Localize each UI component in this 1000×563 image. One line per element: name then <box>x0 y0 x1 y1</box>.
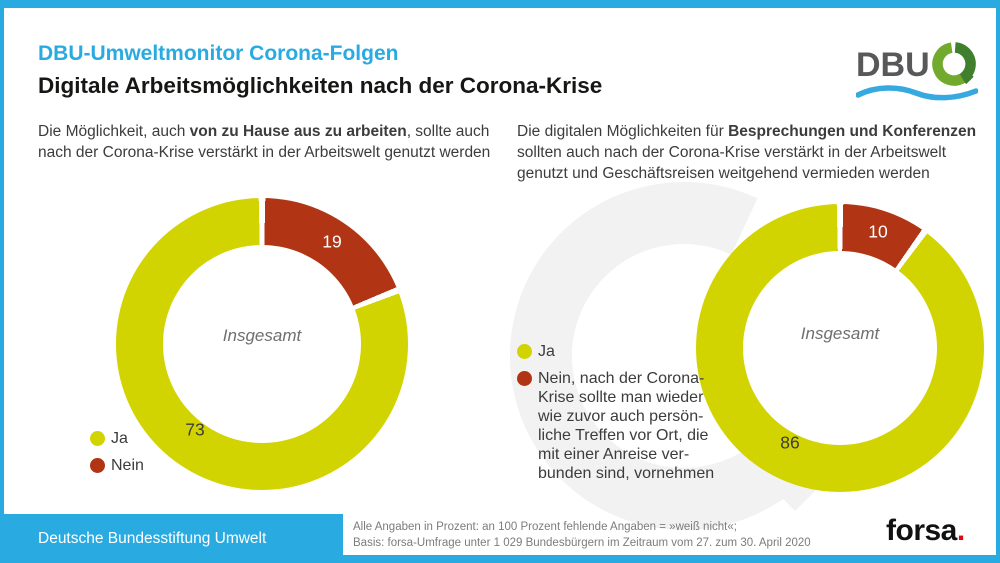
value-label-ja: 73 <box>185 419 205 440</box>
question-right-post: sollten auch nach der Corona-Krise verst… <box>517 144 947 182</box>
forsa-logo-text: forsa <box>886 514 957 547</box>
frame-border-left <box>0 0 4 563</box>
question-right-bold: Besprechungen und Konferenzen <box>728 123 977 140</box>
value-label-ja: 86 <box>780 432 800 453</box>
frame-border-right <box>996 0 1000 563</box>
donut-chart-conferences: Insgesamt 10 86 <box>696 204 984 492</box>
dbu-logo-icon: DBU <box>855 42 979 101</box>
frame-border-top <box>0 0 1000 8</box>
ja-dot-icon <box>90 431 105 446</box>
nein-dot-icon <box>90 458 105 473</box>
footer-org-label: Deutsche Bundesstiftung Umwelt <box>38 529 267 547</box>
report-kicker: DBU-Umweltmonitor Corona-Folgen <box>38 42 399 65</box>
frame-border-bottom <box>0 555 1000 563</box>
question-right: Die digitalen Möglichkeiten für Besprech… <box>517 121 983 184</box>
legend-label: Ja <box>538 343 555 360</box>
ja-dot-icon <box>517 344 532 359</box>
legend-label: Ja <box>111 430 128 447</box>
dbu-logo: DBU <box>855 38 979 109</box>
question-left-bold: von zu Hause aus zu arbeiten <box>189 123 407 140</box>
legend-label: Nein, nach der Corona- Krise sollte man … <box>538 370 715 482</box>
question-left-pre: Die Möglichkeit, auch <box>38 123 190 140</box>
legend-item-ja: Ja <box>517 342 717 361</box>
question-right-pre: Die digitalen Möglichkeiten für <box>517 123 729 140</box>
footer-bar: Deutsche Bundesstiftung Umwelt <box>0 514 343 563</box>
value-label-nein: 10 <box>868 221 888 242</box>
donut-hole <box>163 245 361 443</box>
nein-dot-icon <box>517 371 532 386</box>
page-title: Digitale Arbeitsmöglichkeiten nach der C… <box>38 73 603 98</box>
donut-center-label: Insgesamt <box>800 324 880 343</box>
question-left-post: , sollte auch nach der Corona-Krise vers… <box>38 123 491 161</box>
legend-right: Ja Nein, nach der Corona- Krise sollte m… <box>517 342 717 491</box>
value-label-nein: 19 <box>322 231 342 252</box>
forsa-logo: forsa. <box>886 514 965 548</box>
donut-chart-home-office: Insgesamt 19 73 <box>116 198 408 490</box>
legend-left: Ja Nein <box>90 429 290 483</box>
forsa-logo-dot: . <box>956 514 965 547</box>
donut-center-label: Insgesamt <box>222 326 302 345</box>
legend-label: Nein <box>111 457 144 474</box>
question-left: Die Möglichkeit, auch von zu Hause aus z… <box>38 121 504 163</box>
dbu-logo-text: DBU <box>856 46 930 84</box>
dbu-wave-icon <box>855 85 979 101</box>
legend-item-ja: Ja <box>90 429 290 448</box>
legend-item-nein: Nein <box>90 456 290 475</box>
donut-hole <box>743 251 937 445</box>
footnote: Alle Angaben in Prozent: an 100 Prozent … <box>353 521 811 549</box>
legend-item-nein: Nein, nach der Corona- Krise sollte man … <box>517 369 717 483</box>
